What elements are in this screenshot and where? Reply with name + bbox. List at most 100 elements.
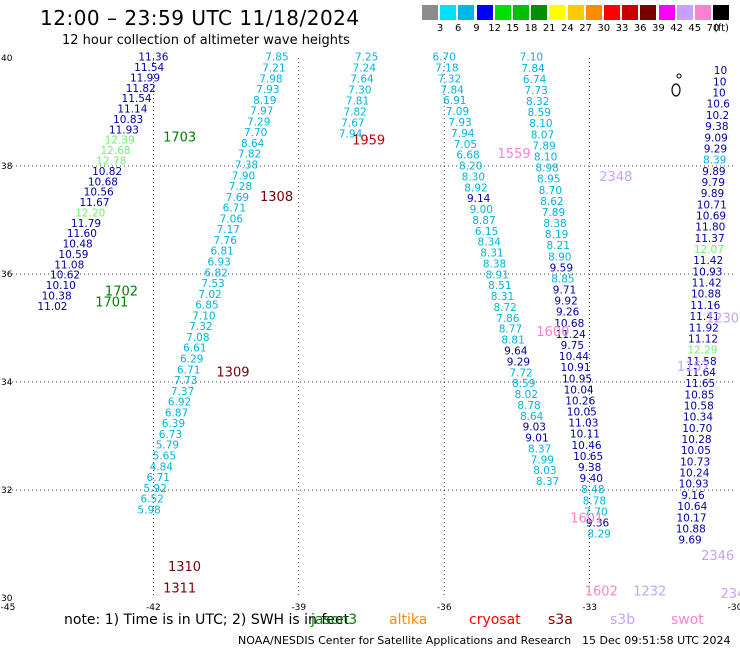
y-tick-label: 36 — [1, 270, 13, 280]
wave-height-value: 8.21 — [547, 240, 570, 252]
wave-height-value: 9.29 — [507, 356, 530, 368]
pass-time-label: 1600 — [536, 325, 569, 340]
wave-height-value: 7.06 — [220, 213, 244, 225]
wave-height-value: 10.17 — [676, 512, 706, 524]
wave-height-value: 8.03 — [533, 465, 556, 477]
colorbar-label: 33 — [615, 23, 629, 34]
colorbar-label: 3 — [436, 23, 444, 34]
wave-height-value: 8.78 — [517, 400, 540, 412]
wave-height-value: 4.84 — [150, 461, 174, 473]
wave-height-value: 5.65 — [153, 450, 176, 462]
wave-height-value: 8.48 — [581, 484, 604, 496]
y-tick-label: 30 — [1, 594, 13, 604]
wave-height-value: 12.07 — [694, 244, 724, 256]
wave-height-value: 11.79 — [71, 218, 101, 230]
y-tick-label: 34 — [1, 378, 13, 388]
wave-height-value: 9.92 — [554, 296, 577, 308]
wave-height-value: 6.71 — [177, 364, 200, 376]
wave-height-value: 8.72 — [493, 302, 516, 314]
wave-height-value: 10.82 — [92, 166, 122, 178]
wave-height-value: 10.05 — [681, 445, 711, 457]
colorbar-label: 30 — [597, 23, 611, 34]
wave-height-value: 7.32 — [438, 73, 461, 85]
wave-height-value: 7.85 — [265, 52, 288, 64]
satellite-legend-item: altika — [389, 612, 428, 628]
colorbar-label: 12 — [488, 23, 501, 34]
wave-height-value: 8.78 — [583, 495, 606, 507]
wave-height-value: 10 — [713, 76, 726, 88]
wave-height-value: 7.21 — [262, 62, 285, 74]
wave-height-value: 11.41 — [690, 311, 720, 323]
wave-height-value: 7.89 — [532, 140, 555, 152]
colorbar-label: 36 — [633, 23, 647, 34]
wave-height-value: 8.64 — [241, 138, 265, 150]
colorbar-swatch — [531, 5, 548, 20]
chart-subtitle: 12 hour collection of altimeter wave hei… — [62, 33, 350, 48]
wave-height-value: 7.72 — [509, 367, 532, 379]
x-tick-label: -36 — [437, 603, 452, 613]
wave-height-value: 11.82 — [126, 83, 156, 95]
satellite-legend-item: cryosat — [469, 612, 521, 628]
colorbar-swatch — [585, 5, 602, 20]
wave-height-value: 9.69 — [678, 535, 701, 547]
x-tick-label: -30 — [728, 603, 740, 613]
wave-height-value: 10.28 — [682, 434, 712, 446]
wave-height-value: 10.34 — [683, 412, 713, 424]
wave-height-value: 11.16 — [690, 300, 720, 312]
wave-height-value: 9.00 — [470, 204, 493, 216]
wave-height-value: 7.90 — [232, 170, 255, 182]
wave-height-value: 10 — [714, 65, 727, 77]
colorbar-label: 6 — [455, 23, 462, 34]
wave-height-value: 7.53 — [201, 278, 224, 290]
satellite-legend-item: swot — [671, 612, 704, 628]
wave-height-value: 7.84 — [521, 63, 545, 75]
wave-height-value: 6.74 — [523, 74, 547, 86]
y-tick-label: 32 — [1, 486, 12, 496]
wave-height-value: 7.70 — [584, 506, 607, 518]
wave-height-value: 7.69 — [226, 192, 249, 204]
wave-height-value: 7.24 — [353, 63, 377, 75]
wave-height-value: 5.98 — [137, 504, 160, 516]
wave-height-value: 6.87 — [165, 407, 188, 419]
wave-height-value: 6.68 — [456, 150, 479, 162]
wave-height-value: 8.39 — [703, 155, 726, 167]
wave-height-value: 8.85 — [551, 273, 574, 285]
wave-height-value: 6.93 — [207, 256, 230, 268]
wave-height-value: 7.02 — [198, 289, 221, 301]
wave-height-value: 11.12 — [688, 333, 718, 345]
pass-time-label: 1959 — [352, 133, 385, 148]
satellite-legend-item: s3a — [548, 612, 573, 628]
wave-height-value: 10.95 — [562, 373, 592, 385]
wave-height-value: 9.79 — [702, 177, 725, 189]
wave-height-value: 11.02 — [37, 301, 67, 313]
wave-height-value: 8.95 — [537, 174, 560, 186]
wave-height-value: 7.05 — [454, 139, 477, 151]
colorbar-label: 21 — [542, 23, 556, 34]
colorbar-swatch — [476, 5, 493, 20]
wave-height-value: 8.10 — [534, 151, 557, 163]
wave-height-value: 11.80 — [695, 222, 725, 234]
pass-time-label: 1702 — [105, 285, 138, 300]
wave-height-value: 11.14 — [117, 104, 147, 116]
wave-height-value: 10.56 — [84, 187, 114, 199]
wave-height-value: 11.42 — [693, 255, 723, 267]
wave-height-value: 6.81 — [210, 246, 233, 258]
wave-height-value: 9.26 — [556, 307, 580, 319]
colorbar-swatch — [422, 5, 438, 20]
wave-height-value: 11.99 — [130, 72, 160, 84]
wave-height-value: 8.19 — [545, 229, 568, 241]
wave-height-value: 6.71 — [147, 472, 170, 484]
pass-time-label: 1601 — [570, 511, 603, 526]
wave-height-value: 7.32 — [189, 321, 212, 333]
wave-height-value: 7.98 — [259, 73, 282, 85]
wave-height-value: 11.60 — [67, 228, 97, 240]
wave-height-value: 8.37 — [536, 476, 559, 488]
credit-line: NOAA/NESDIS Center for Satellite Applica… — [238, 634, 572, 647]
wave-height-value: 11.93 — [109, 124, 139, 136]
wave-height-value: 7.81 — [346, 96, 369, 108]
wave-height-value: 7.28 — [229, 181, 252, 193]
wave-height-value: 10.64 — [677, 501, 707, 513]
island-icon — [671, 83, 681, 97]
wave-height-value: 12.29 — [687, 345, 717, 357]
wave-height-value: 10.83 — [113, 114, 143, 126]
